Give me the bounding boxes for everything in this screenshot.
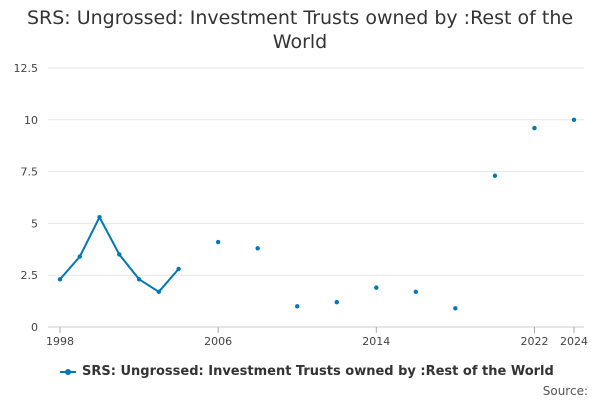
data-point[interactable] <box>117 252 122 257</box>
legend-swatch-icon <box>60 367 76 377</box>
data-point[interactable] <box>532 125 537 131</box>
data-point[interactable] <box>374 285 379 290</box>
x-tick-label: 2024 <box>560 335 588 348</box>
data-point[interactable] <box>334 299 339 305</box>
data-point[interactable] <box>77 254 82 259</box>
data-point[interactable] <box>413 289 419 294</box>
data-point[interactable] <box>57 277 63 282</box>
chart-title: SRS: Ungrossed: Investment Trusts owned … <box>26 7 574 53</box>
data-point[interactable] <box>176 266 181 272</box>
x-tick-label: 2014 <box>362 335 390 348</box>
data-point[interactable] <box>97 214 102 220</box>
y-tick-label: 10 <box>24 114 38 127</box>
y-tick-label: 0 <box>31 321 38 334</box>
y-tick-label: 5 <box>31 217 38 230</box>
data-point[interactable] <box>255 246 260 251</box>
data-point[interactable] <box>453 306 458 311</box>
data-point[interactable] <box>571 117 577 123</box>
data-point[interactable] <box>156 289 162 294</box>
legend-label: SRS: Ungrossed: Investment Trusts owned … <box>82 364 554 379</box>
y-tick-label: 7.5 <box>21 166 39 179</box>
y-tick-label: 12.5 <box>14 62 39 75</box>
x-tick-label: 2022 <box>520 335 548 348</box>
x-tick-label: 1998 <box>46 335 74 348</box>
data-point[interactable] <box>136 277 142 282</box>
data-point[interactable] <box>295 304 300 309</box>
legend[interactable]: SRS: Ungrossed: Investment Trusts owned … <box>60 364 554 379</box>
y-tick-label: 2.5 <box>21 269 39 282</box>
x-tick-label: 2006 <box>204 335 232 348</box>
data-point[interactable] <box>215 239 221 245</box>
data-point[interactable] <box>492 173 498 178</box>
source-label: Source: <box>542 384 588 398</box>
